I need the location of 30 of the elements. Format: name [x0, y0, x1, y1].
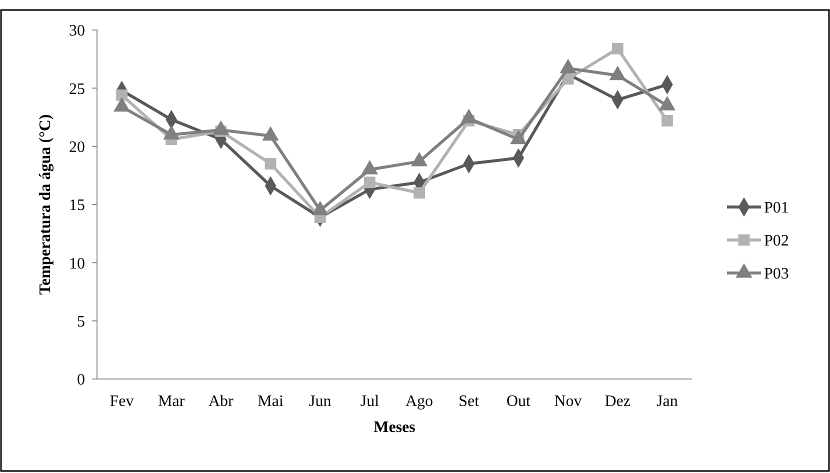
- x-axis-title: Meses: [374, 419, 416, 436]
- x-tick-label: Jun: [309, 393, 332, 410]
- y-tick-label: 30: [69, 22, 85, 40]
- point: [612, 42, 624, 54]
- y-tick-label: 10: [69, 255, 85, 272]
- y-axis-title: Temperatura da água (°C): [37, 114, 54, 295]
- y-tick-label: 5: [77, 313, 85, 330]
- x-tick-label: Abr: [208, 393, 234, 410]
- legend-label: P02: [764, 232, 789, 250]
- y-tick-label: 20: [69, 138, 85, 156]
- x-tick-label: Mar: [158, 393, 186, 410]
- legend-label: P01: [764, 200, 789, 217]
- x-tick-label: Ago: [406, 393, 434, 410]
- x-tick-label: Nov: [554, 393, 582, 410]
- y-tick-label: 25: [69, 80, 85, 98]
- x-tick-label: Dez: [604, 393, 631, 410]
- y-tick-label: 0: [77, 372, 85, 389]
- x-tick-label: Set: [458, 393, 480, 410]
- x-tick-label: Jul: [360, 393, 380, 410]
- point: [264, 158, 276, 170]
- legend-label: P03: [764, 266, 789, 283]
- point: [414, 187, 425, 199]
- point: [662, 115, 673, 126]
- y-tick-label: 15: [69, 197, 85, 214]
- point: [116, 89, 128, 101]
- point: [364, 176, 376, 188]
- x-tick-label: Out: [506, 393, 532, 410]
- x-tick-label: Jan: [656, 393, 678, 410]
- x-tick-label: Fev: [110, 393, 134, 410]
- x-tick-label: Mai: [258, 393, 284, 410]
